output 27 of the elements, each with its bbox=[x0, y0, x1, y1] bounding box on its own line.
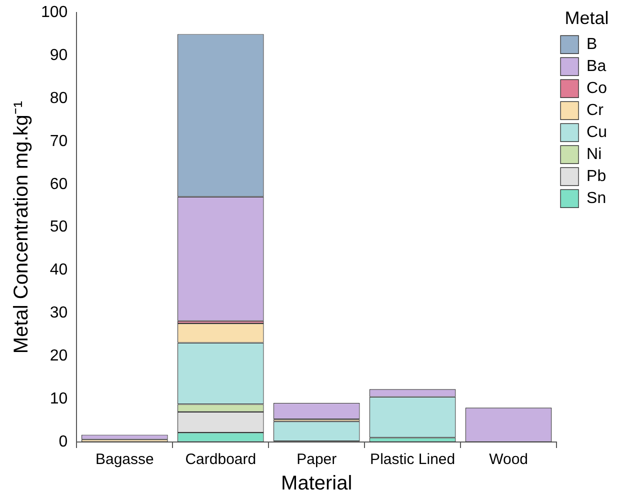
legend-label: B bbox=[586, 36, 598, 54]
x-tick-label: Plastic Lined bbox=[370, 451, 456, 468]
y-tick-label: 10 bbox=[50, 390, 68, 408]
legend-label: Cr bbox=[586, 102, 604, 120]
y-tick-label: 40 bbox=[50, 262, 68, 279]
y-tick-label: 30 bbox=[50, 304, 68, 322]
y-tick-label: 60 bbox=[50, 176, 68, 193]
x-tick-label: Bagasse bbox=[95, 451, 154, 468]
legend-title: Metal bbox=[564, 8, 609, 28]
legend-label: Co bbox=[586, 80, 608, 98]
y-tick-label: 20 bbox=[50, 348, 68, 365]
legend-label: Sn bbox=[586, 190, 606, 208]
legend-label: Cu bbox=[586, 124, 607, 142]
y-tick-label: 100 bbox=[40, 4, 68, 22]
legend-label: Pb bbox=[586, 168, 606, 186]
legend-label: Ni bbox=[586, 146, 602, 164]
x-tick-label: Wood bbox=[489, 451, 528, 468]
y-tick-label: 70 bbox=[50, 132, 68, 150]
x-tick-label: Cardboard bbox=[185, 451, 256, 468]
y-tick-label: 0 bbox=[58, 433, 68, 450]
legend-label: Ba bbox=[586, 58, 606, 76]
y-axis-title: Metal Concentration mg.kg⁻¹ bbox=[10, 100, 33, 354]
y-tick-label: 80 bbox=[50, 90, 68, 107]
x-axis-title: Material bbox=[281, 472, 352, 495]
y-tick-label: 90 bbox=[50, 46, 68, 64]
x-tick-label: Paper bbox=[296, 451, 337, 468]
y-tick-label: 50 bbox=[50, 218, 68, 236]
